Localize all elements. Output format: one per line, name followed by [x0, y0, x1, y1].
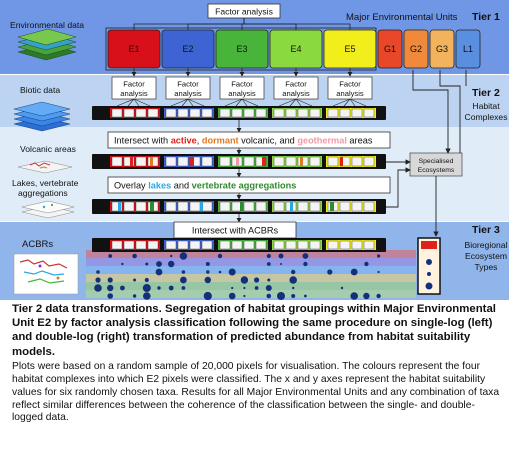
- factor-line1: Factor: [177, 80, 199, 89]
- factor-line1: Factor: [231, 80, 253, 89]
- tier3-strip: [92, 238, 386, 252]
- unit-label: G3: [436, 44, 448, 54]
- factor-line1: Factor: [123, 80, 145, 89]
- biotic-data-label: Biotic data: [20, 85, 60, 95]
- unit-g2: G2: [403, 29, 429, 69]
- lakes-overlay-text: Overlay lakes and vertebrate aggregation…: [114, 181, 296, 191]
- factor-line2: analysis: [228, 89, 256, 98]
- unit-g3: G3: [429, 29, 455, 69]
- lakes-icon: [21, 200, 75, 219]
- factor-line2: analysis: [282, 89, 310, 98]
- tier2-label: Tier 2: [472, 87, 500, 99]
- acbrs-label: ACBRs: [22, 239, 53, 250]
- factor-analysis-connectors: [133, 18, 351, 30]
- factor-line1: Factor: [339, 80, 361, 89]
- volcanic-areas-label: Volcanic areas: [20, 144, 76, 154]
- bioregional-line2: Ecosystem: [465, 251, 507, 261]
- tier1-label: Tier 1: [472, 11, 500, 23]
- volcanic-areas-icon: [17, 160, 73, 174]
- ecosystem-type-dots: [94, 252, 433, 300]
- factor-line2: analysis: [120, 89, 148, 98]
- specialised-ecosystems-line1: Specialised: [419, 158, 454, 165]
- lakes-vertebrate-label-line2: aggregations: [18, 188, 68, 198]
- factor-line1: Factor: [285, 80, 307, 89]
- unit-label: E2: [182, 44, 193, 54]
- figure-caption: Tier 2 data transformations. Segregation…: [12, 302, 500, 425]
- unit-e3: E3: [215, 29, 269, 69]
- major-environmental-units: E1 E2 E3 E4 E5 G1 G2 G3 L1: [105, 27, 481, 71]
- unit-label: L1: [463, 44, 473, 54]
- habitat-complex-strips: [92, 106, 386, 223]
- factor-line2: analysis: [336, 89, 364, 98]
- caption-title: Tier 2 data transformations. Segregation…: [12, 303, 496, 358]
- unit-label: G2: [410, 44, 422, 54]
- bioregional-ecosystem-grid: [86, 237, 441, 300]
- caption-body: Plots were based on a random sample of 2…: [12, 360, 500, 424]
- major-env-units-heading: Major Environmental Units: [346, 12, 458, 23]
- unit-e4: E4: [269, 29, 323, 69]
- environmental-data-stack-icon: [17, 28, 77, 61]
- unit-label: E1: [128, 44, 139, 54]
- specialised-connectors: [386, 70, 467, 237]
- lakes-overlay-box: [107, 176, 391, 194]
- unit-e1: E1: [107, 29, 161, 69]
- volcanic-intersect-text: Intersect with active, dormant volcanic,…: [114, 136, 373, 146]
- tier3-label: Tier 3: [472, 224, 500, 236]
- unit-e2: E2: [161, 29, 215, 69]
- unit-l1: L1: [455, 29, 481, 69]
- unit-label: E4: [290, 44, 301, 54]
- acbr-intersect-text: Intersect with ACBRs: [192, 226, 279, 236]
- volcanic-intersect-box: [107, 131, 391, 149]
- acbr-map-icon: [13, 253, 79, 295]
- factor-line2: analysis: [174, 89, 202, 98]
- lakes-strip: [92, 199, 386, 214]
- unit-g1: G1: [377, 29, 403, 69]
- workflow-diagram: Tier 1 Major Environmental Units Environ…: [0, 0, 509, 300]
- tier2-factor-analysis-boxes: FactoranalysisFactoranalysisFactoranalys…: [111, 68, 373, 107]
- specialised-ecosystems-line2: Ecosystems: [418, 167, 455, 174]
- lakes-vertebrate-label-line1: Lakes, vertebrate: [12, 178, 79, 188]
- specialised-ecosystem-column: [417, 237, 441, 295]
- bioregional-line3: Types: [475, 262, 498, 272]
- unit-label: G1: [384, 44, 396, 54]
- habitat-complex-strip-1: [92, 106, 386, 120]
- unit-label: E5: [344, 44, 355, 54]
- bioregional-line1: Bioregional: [465, 240, 508, 250]
- habitat-complexes-label-line2: Complexes: [465, 112, 508, 122]
- biotic-data-stack-icon: [13, 101, 71, 132]
- volcanic-strip: [92, 154, 386, 169]
- habitat-complexes-label-line1: Habitat: [472, 101, 500, 111]
- unit-label: E3: [236, 44, 247, 54]
- environmental-data-label: Environmental data: [10, 20, 84, 30]
- factor-analysis-box-label: Factor analysis: [215, 7, 273, 17]
- unit-e5: E5: [323, 29, 377, 69]
